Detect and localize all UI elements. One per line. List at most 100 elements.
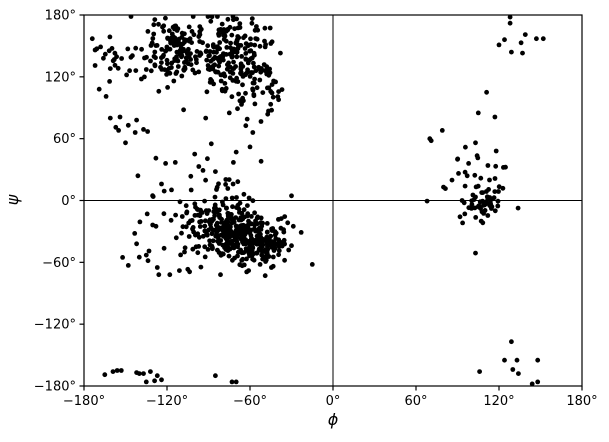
data-point [250, 198, 256, 204]
data-point [234, 195, 239, 200]
data-point [232, 26, 238, 32]
data-point [179, 73, 185, 79]
data-point [252, 101, 258, 107]
data-point [242, 227, 248, 233]
data-point [153, 155, 159, 161]
data-point [237, 200, 243, 206]
data-point [110, 369, 116, 374]
data-point [262, 44, 268, 50]
data-point [217, 207, 222, 213]
data-point [177, 199, 183, 205]
data-point [154, 265, 160, 270]
data-point [120, 255, 125, 260]
data-point [123, 140, 128, 146]
data-point [218, 272, 223, 278]
data-point [461, 200, 467, 206]
data-point [189, 29, 195, 34]
data-point [267, 25, 273, 31]
data-point [501, 165, 506, 170]
data-point [460, 220, 465, 226]
data-point [489, 206, 494, 211]
data-point [252, 76, 257, 82]
data-point [463, 144, 468, 150]
data-point [173, 235, 179, 241]
data-point [219, 88, 225, 94]
data-point [244, 213, 250, 219]
data-point [222, 81, 228, 86]
data-point [233, 215, 239, 221]
data-point [192, 213, 198, 218]
data-point [112, 62, 118, 68]
data-point [233, 223, 239, 229]
data-point [496, 184, 502, 190]
data-point [248, 48, 254, 54]
data-point [479, 190, 485, 196]
data-point [492, 189, 498, 195]
data-point [203, 177, 209, 183]
data-point [262, 273, 268, 279]
data-point [470, 192, 476, 198]
data-point [202, 198, 208, 204]
data-point [169, 65, 174, 70]
data-point [455, 156, 460, 162]
data-point [290, 223, 296, 229]
data-point [205, 247, 211, 252]
data-point [188, 51, 193, 56]
data-point [186, 24, 192, 30]
data-point [540, 36, 546, 42]
data-point [161, 188, 167, 194]
data-point [206, 208, 212, 214]
data-point [164, 44, 170, 50]
data-point [204, 48, 209, 54]
data-point [241, 241, 247, 247]
data-point [207, 49, 213, 54]
data-point [152, 17, 158, 22]
data-point [124, 72, 129, 78]
data-point [226, 211, 232, 217]
data-point [196, 69, 202, 75]
data-point [102, 51, 108, 57]
x-tick-label: −120° [146, 394, 188, 409]
data-point [175, 64, 181, 69]
data-point [172, 39, 178, 45]
data-point [264, 234, 270, 240]
data-point [258, 69, 264, 75]
data-point [236, 217, 242, 223]
data-point [472, 205, 478, 211]
data-point [273, 230, 279, 236]
data-point [475, 183, 481, 189]
data-point [230, 257, 235, 263]
data-point [172, 160, 178, 165]
data-point [193, 54, 198, 60]
data-point [101, 55, 106, 61]
data-point [113, 124, 119, 130]
data-point [221, 51, 226, 56]
data-point [233, 149, 239, 155]
data-point [243, 72, 248, 78]
data-point [224, 45, 230, 50]
data-point [144, 211, 150, 217]
data-point [136, 254, 142, 260]
data-point [265, 111, 271, 117]
data-point [208, 18, 214, 24]
data-point [167, 272, 173, 278]
data-point [182, 249, 187, 255]
data-point [500, 185, 506, 191]
data-point [250, 87, 256, 93]
data-point [196, 164, 202, 169]
y-tick-label: 60° [53, 132, 76, 147]
data-point [180, 48, 186, 54]
data-point [209, 15, 215, 20]
data-point [225, 16, 231, 22]
data-point [234, 205, 239, 211]
data-point [213, 169, 218, 175]
data-point [197, 224, 203, 229]
data-point [260, 256, 265, 262]
data-point [186, 46, 191, 52]
data-point [226, 253, 232, 259]
data-point [197, 39, 203, 44]
data-point [485, 213, 491, 218]
data-point [207, 53, 212, 58]
data-point [134, 241, 140, 247]
data-point [204, 89, 210, 95]
